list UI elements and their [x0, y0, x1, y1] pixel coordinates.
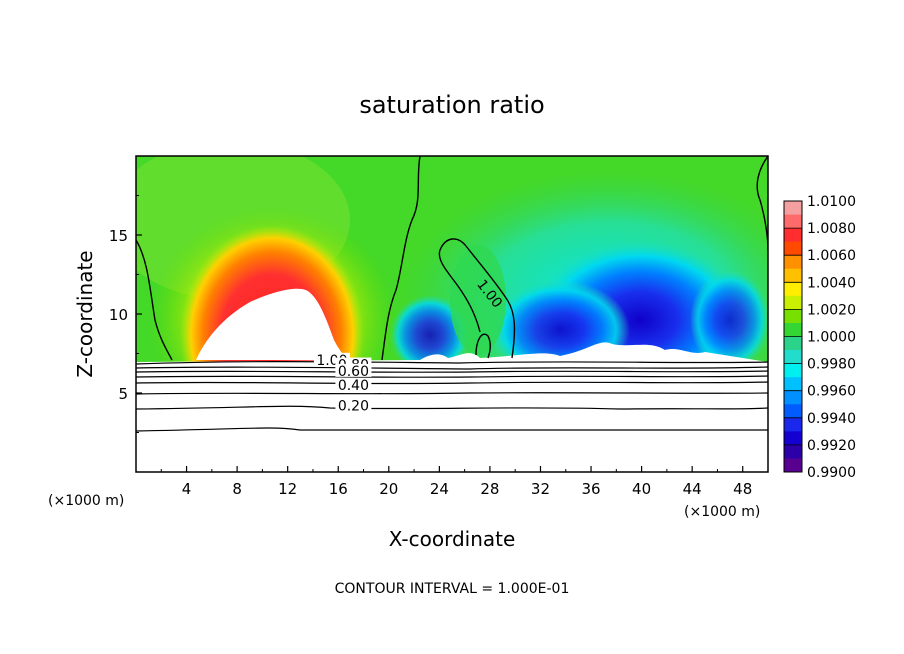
x-tick-label: 40: [632, 480, 651, 498]
colorbar-label: 0.9980: [807, 357, 856, 373]
heatmap-field: [136, 156, 768, 472]
colorbar-swatch: [784, 458, 802, 473]
x-unit-right: (×1000 m): [684, 504, 760, 520]
colorbar-swatch: [784, 282, 802, 297]
x-tick-label: 32: [531, 480, 550, 498]
y-axis: 5 10 15: [109, 195, 142, 433]
chart-title: saturation ratio: [359, 91, 544, 119]
colorbar-label: 1.0020: [807, 302, 856, 318]
x-tick-label: 44: [683, 480, 702, 498]
colorbar-swatch: [784, 377, 802, 392]
colorbar-swatch: [784, 404, 802, 419]
colorbar-label: 1.0100: [807, 194, 856, 210]
colorbar: 1.0100 1.0080 1.0060 1.0040 1.0020 1.0000 0.99…: [783, 194, 856, 481]
colorbar-swatch: [784, 255, 802, 270]
x-tick-label: 24: [430, 480, 449, 498]
colorbar-label: 0.9920: [807, 438, 856, 454]
colorbar-label: 1.0040: [807, 275, 856, 291]
colorbar-swatch: [784, 322, 802, 337]
colorbar-swatch: [784, 417, 802, 432]
field-blue-region-4: [690, 270, 768, 370]
x-tick-label: 48: [733, 480, 752, 498]
colorbar-swatch: [784, 201, 802, 216]
colorbar-swatch: [784, 363, 802, 378]
contour-label-bg: [335, 363, 372, 377]
colorbar-label: 0.9960: [807, 384, 856, 400]
x-tick-label: 4: [182, 480, 192, 498]
colorbar-swatch: [784, 444, 802, 459]
contour-label: 0.60: [338, 364, 369, 380]
colorbar-swatch: [784, 390, 802, 405]
colorbar-swatch: [784, 336, 802, 351]
contour-interval-note: CONTOUR INTERVAL = 1.000E-01: [335, 581, 570, 597]
colorbar-label: 1.0000: [807, 330, 856, 346]
y-tick-label: 10: [109, 306, 128, 324]
contour-labels: 1.000.800.600.400.201.00: [313, 277, 505, 415]
x-unit-left: (×1000 m): [48, 493, 124, 509]
field-blue-region-3: [390, 295, 470, 375]
colorbar-swatch: [784, 241, 802, 256]
x-tick-label: 20: [379, 480, 398, 498]
x-tick-label: 36: [581, 480, 600, 498]
lower-white-region: [136, 342, 768, 472]
x-tick-label: 16: [329, 480, 348, 498]
colorbar-label: 1.0060: [807, 248, 856, 264]
contour-label: 0.40: [338, 378, 369, 394]
x-tick-label: 8: [232, 480, 242, 498]
colorbar-swatch: [784, 214, 802, 229]
contour-label: 0.20: [338, 399, 369, 415]
colorbar-swatch: [784, 295, 802, 310]
colorbar-label: 0.9900: [807, 465, 856, 481]
colorbar-label: 1.0080: [807, 221, 856, 237]
colorbar-swatch: [784, 431, 802, 446]
contour-label-bg: [335, 378, 372, 392]
colorbar-swatch: [784, 228, 802, 243]
y-tick-label: 15: [109, 227, 128, 245]
x-tick-label: 12: [278, 480, 297, 498]
colorbar-swatch: [784, 309, 802, 324]
x-tick-label: 28: [480, 480, 499, 498]
y-tick-label: 5: [118, 385, 128, 403]
colorbar-swatch: [784, 268, 802, 283]
contour-lines-lower: [136, 361, 768, 432]
colorbar-label: 0.9940: [807, 411, 856, 427]
cloud-core-white: [196, 288, 350, 360]
field-green-tongue: [450, 245, 506, 355]
colorbar-swatch: [784, 350, 802, 365]
x-axis: 4 8 12 16 20 24 28 32 36 40 44 48: [160, 466, 752, 498]
y-axis-label: Z-coordinate: [73, 250, 97, 377]
contour-label-bg: [335, 398, 372, 412]
x-axis-label: X-coordinate: [389, 527, 516, 551]
